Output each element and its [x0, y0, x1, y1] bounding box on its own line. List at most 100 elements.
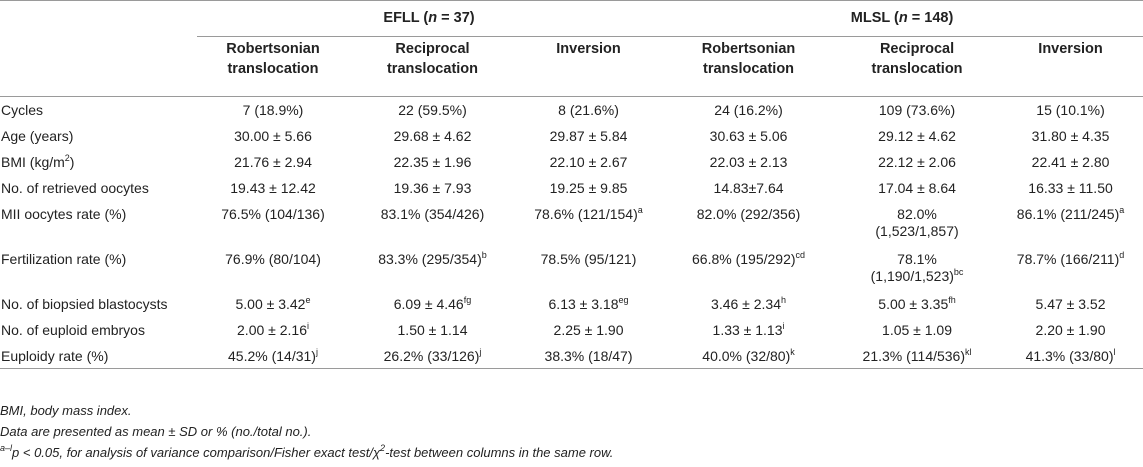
table-cell: 82.0% (1,523/1,857)	[875, 205, 959, 239]
significance-marker: fh	[948, 294, 956, 305]
table-cell: 5.47 ± 3.52	[1035, 295, 1106, 312]
table-cell: 6.09 ± 4.46fg	[393, 294, 472, 312]
table-cell: 45.2% (14/31)j	[228, 346, 318, 364]
table-row: No. of biopsied blastocysts 5.00 ± 3.42e 6…	[0, 291, 1143, 317]
significance-marker: bc	[953, 266, 964, 277]
table-cell: 5.00 ± 3.42e	[235, 294, 311, 312]
significance-marker: i	[782, 320, 785, 331]
significance-marker: j	[315, 346, 318, 357]
footnote-significance: a–lp < 0.05, for analysis of variance co…	[0, 443, 614, 461]
table-cell: 22.41 ± 2.80	[1031, 153, 1110, 170]
table-row: No. of retrieved oocytes 19.43 ± 12.42 19.…	[0, 175, 1143, 201]
table-cell: 22.10 ± 2.67	[549, 153, 628, 170]
table-cell: 21.3% (114/536)kl	[862, 346, 972, 364]
table-cell: 1.05 ± 1.09	[882, 321, 953, 338]
significance-marker: a	[637, 204, 643, 215]
table-row: No. of euploid embryos 2.00 ± 2.16i 1.50 ±…	[0, 317, 1143, 343]
table-cell: 78.1% (1,190/1,523)bc	[870, 250, 964, 284]
subheader-row: Robertsonian translocation Reciprocal tran…	[0, 37, 1143, 97]
significance-marker: k	[790, 346, 795, 357]
row-label: Fertilization rate (%)	[1, 250, 127, 267]
table-row: Fertilization rate (%) 76.9% (80/104) 83.3…	[0, 246, 1143, 291]
table-row: Euploidy rate (%) 45.2% (14/31)j 26.2% (33…	[0, 343, 1143, 369]
significance-marker: h	[781, 294, 787, 305]
column-header: Inversion	[1038, 41, 1103, 57]
table-cell: 1.33 ± 1.13i	[712, 320, 785, 338]
table-cell: 31.80 ± 4.35	[1031, 127, 1110, 144]
column-header: Inversion	[556, 41, 621, 57]
significance-marker: fg	[463, 294, 472, 305]
significance-marker: eg	[618, 294, 629, 305]
table-cell: 76.9% (80/104)	[225, 250, 321, 267]
table-row: Cycles 7 (18.9%) 22 (59.5%) 8 (21.6%) 24 (16…	[0, 97, 1143, 123]
row-label: No. of retrieved oocytes	[1, 179, 149, 196]
table-cell: 6.13 ± 3.18eg	[548, 294, 629, 312]
table-cell: 76.5% (104/136)	[221, 205, 325, 222]
table-cell: 22.12 ± 2.06	[878, 153, 956, 170]
significance-marker: i	[306, 320, 309, 331]
table-cell: 109 (73.6%)	[878, 102, 956, 118]
table-cell: 1.50 ± 1.14	[397, 321, 468, 338]
data-table: EFLL (n = 37) MLSL (n = 148) Robertsonia…	[0, 0, 1143, 369]
column-header: Reciprocal translocation	[386, 41, 479, 77]
group-header-mlsl: MLSL (n = 148)	[661, 0, 1143, 37]
corner-cell	[0, 37, 197, 97]
table-cell: 29.87 ± 5.84	[549, 127, 628, 144]
row-label: No. of biopsied blastocysts	[1, 295, 168, 312]
table-cell: 21.76 ± 2.94	[234, 153, 312, 170]
table-row: BMI (kg/m2) 21.76 ± 2.94 22.35 ± 1.96 22.10…	[0, 149, 1143, 175]
table-cell: 2.20 ± 1.90	[1035, 321, 1106, 338]
table-cell: 78.7% (166/211)d	[1016, 249, 1125, 267]
row-label: Euploidy rate (%)	[1, 347, 109, 364]
table-cell: 40.0% (32/80)k	[702, 346, 795, 364]
group-name: MLSL	[850, 10, 890, 26]
table-cell: 7 (18.9%)	[242, 102, 304, 118]
table-cell: 16.33 ± 11.50	[1028, 179, 1113, 196]
table-cell: 29.12 ± 4.62	[878, 127, 956, 144]
table-cell: 2.00 ± 2.16i	[237, 320, 309, 338]
table-cell: 2.25 ± 1.90	[553, 321, 624, 338]
table-cell: 38.3% (18/47)	[544, 347, 633, 364]
table-cell: 83.3% (295/354)b	[378, 249, 487, 267]
significance-marker: b	[481, 249, 487, 260]
table-cell: 5.00 ± 3.35fh	[878, 294, 956, 312]
column-header: Robertsonian translocation	[701, 41, 796, 77]
table-cell: 30.00 ± 5.66	[234, 127, 312, 144]
row-label: No. of euploid embryos	[1, 321, 145, 338]
table-cell: 19.25 ± 9.85	[549, 179, 628, 196]
group-header-row: EFLL (n = 37) MLSL (n = 148)	[0, 0, 1143, 37]
row-label: MII oocytes rate (%)	[1, 205, 127, 222]
table-cell: 78.5% (95/121)	[540, 250, 637, 267]
table-row: Age (years) 30.00 ± 5.66 29.68 ± 4.62 29.87…	[0, 123, 1143, 149]
table-cell: 82.0% (292/356)	[696, 205, 801, 222]
significance-marker: l	[1113, 346, 1116, 357]
group-name: EFLL	[383, 10, 420, 26]
table-cell: 78.6% (121/154)a	[534, 204, 643, 222]
table-row: MII oocytes rate (%) 76.5% (104/136) 83.1%…	[0, 201, 1143, 246]
table-cell: 24 (16.2%)	[714, 102, 783, 118]
column-header: Robertsonian translocation	[226, 41, 320, 77]
table-cell: 41.3% (33/80)l	[1025, 346, 1116, 364]
table-cell: 19.43 ± 12.42	[230, 179, 316, 196]
significance-marker: cd	[795, 249, 806, 260]
table-cell: 83.1% (354/426)	[380, 205, 485, 222]
table-cell: 86.1% (211/245)a	[1016, 204, 1125, 222]
row-label: BMI (kg/m2)	[1, 152, 75, 170]
table-cell: 8 (21.6%)	[558, 102, 619, 118]
table-cell: 66.8% (195/292)cd	[692, 249, 806, 267]
footnote-abbreviation: BMI, body mass index.	[0, 403, 132, 418]
corner-cell	[0, 1, 197, 37]
table-cell: 17.04 ± 8.64	[878, 179, 956, 196]
significance-marker: kl	[965, 346, 972, 357]
table-cell: 3.46 ± 2.34h	[711, 294, 787, 312]
table-cell: 26.2% (33/126)j	[383, 346, 482, 364]
significance-marker: e	[305, 294, 311, 305]
significance-marker: a	[1119, 204, 1125, 215]
table-cell: 30.63 ± 5.06	[709, 127, 788, 144]
table-cell: 22 (59.5%)	[398, 102, 467, 118]
footnote-data-format: Data are presented as mean ± SD or % (no…	[0, 424, 312, 439]
column-header: Reciprocal translocation	[871, 41, 963, 77]
table-cell: 19.36 ± 7.93	[393, 179, 472, 196]
significance-marker: j	[479, 346, 482, 357]
table-cell: 14.83±7.64	[713, 179, 784, 196]
